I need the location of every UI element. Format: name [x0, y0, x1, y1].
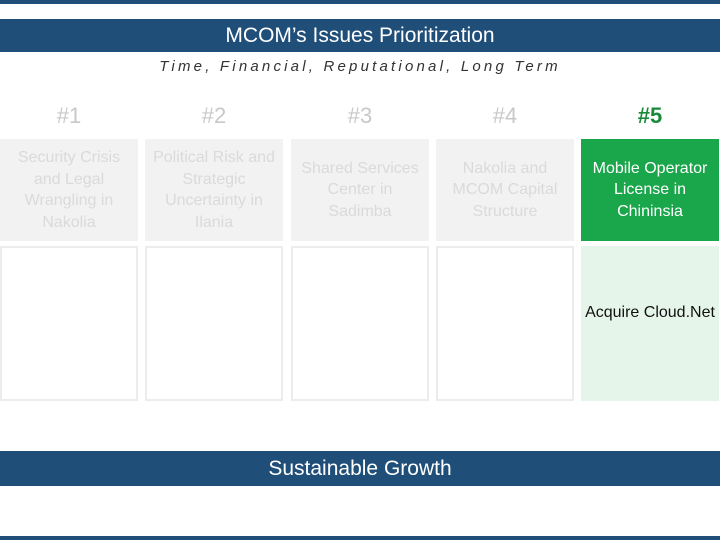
- rank-label-2: #2: [201, 103, 227, 128]
- rank-label-3: #3: [347, 103, 373, 128]
- detail-box-3: [291, 246, 429, 401]
- page-subtitle: Time, Financial, Reputational, Long Term: [159, 58, 561, 75]
- rank-label-5: #5: [637, 103, 663, 128]
- top-rule: [0, 0, 720, 4]
- detail-box-2: [145, 246, 283, 401]
- detail-box-1: [0, 246, 138, 401]
- bottom-rule: [0, 536, 720, 540]
- issue-text-3: Shared Services Center in Sadimba: [301, 159, 419, 220]
- title-banner: MCOM’s Issues Prioritization: [0, 19, 720, 52]
- footer-label: Sustainable Growth: [268, 456, 452, 480]
- detail-text-5: Acquire Cloud.Net: [585, 304, 715, 321]
- issue-text-1: Security Crisis and Legal Wrangling in N…: [17, 149, 121, 231]
- detail-box-4: [436, 246, 574, 401]
- issue-text-4: Nakolia and MCOM Capital Structure: [452, 159, 558, 220]
- page-title: MCOM’s Issues Prioritization: [225, 23, 495, 47]
- detail-box-5: Acquire Cloud.Net: [581, 246, 719, 401]
- issue-card-1: Security Crisis and Legal Wrangling in N…: [0, 139, 138, 241]
- issue-card-5: Mobile Operator License in Chininsia: [581, 139, 719, 241]
- issue-card-3: Shared Services Center in Sadimba: [291, 139, 429, 241]
- rank-label-4: #4: [492, 103, 518, 128]
- issue-text-2: Political Risk and Strategic Uncertainty…: [153, 149, 275, 231]
- issue-card-2: Political Risk and Strategic Uncertainty…: [145, 139, 283, 241]
- issue-text-5: Mobile Operator License in Chininsia: [592, 159, 708, 220]
- rank-label-1: #1: [56, 103, 82, 128]
- footer-banner: Sustainable Growth: [0, 451, 720, 486]
- issue-card-4: Nakolia and MCOM Capital Structure: [436, 139, 574, 241]
